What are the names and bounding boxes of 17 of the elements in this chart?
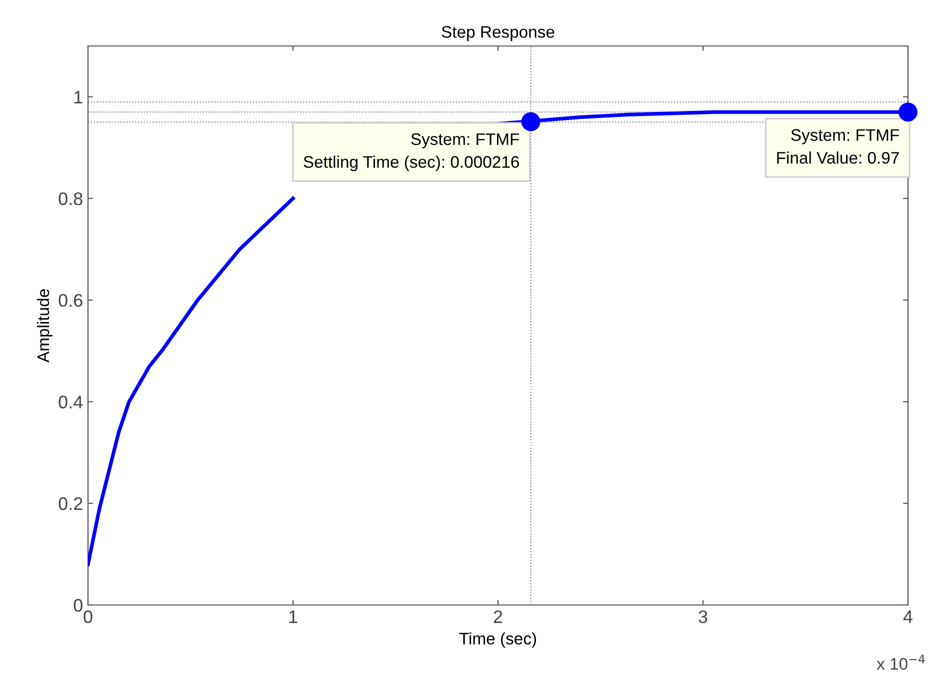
y-axis-title: Amplitude (36, 289, 52, 363)
chart-title: Step Response (442, 26, 554, 42)
x-tick-label: 0 (84, 610, 92, 624)
y-tick-label: 0.6 (58, 294, 82, 307)
x-axis-title: Time (sec) (459, 632, 536, 648)
annotation: System: FTMF Settling Time (sec): 0.000216 (304, 133, 520, 172)
y-tick-label: 0 (74, 598, 82, 612)
x-tick-label: 2 (494, 610, 502, 623)
y-tick-label: 0.8 (58, 192, 82, 206)
x-tick-label: 3 (698, 610, 708, 624)
y-tick-label: 1 (74, 90, 82, 104)
annotation: System: FTMF Final Value: 0.97 (777, 129, 900, 164)
x-tick-label: 4 (903, 610, 912, 623)
text: x 10$^{−4}$ (876, 654, 925, 670)
y-tick-label: 0.4 (58, 396, 83, 408)
x-tick-label: 1 (289, 610, 298, 623)
y-tick-label: 0.2 (58, 497, 82, 510)
